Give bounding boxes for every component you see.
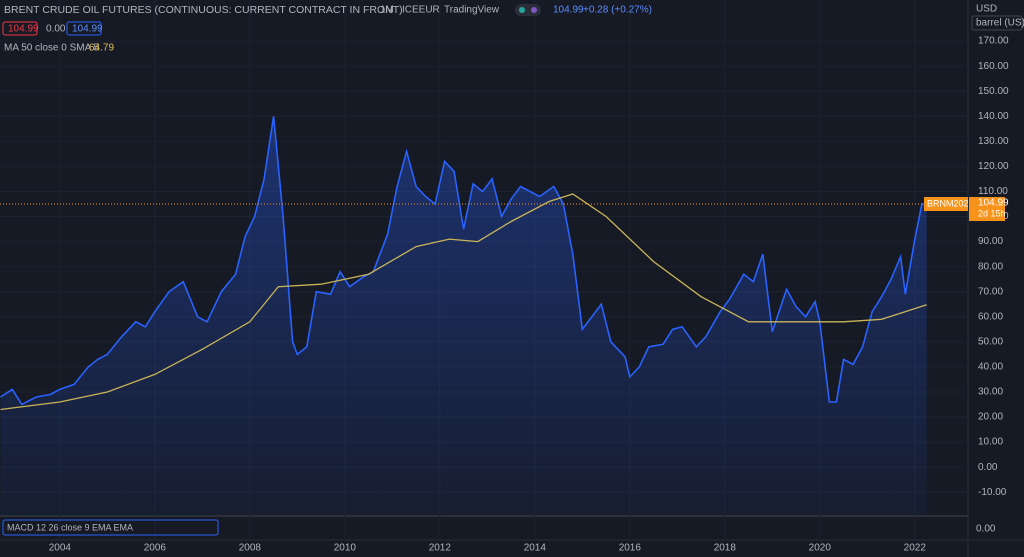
y-tick-label: 60.00 bbox=[978, 311, 1003, 322]
macd-axis-label: 0.00 bbox=[976, 524, 996, 535]
badge bbox=[66, 21, 102, 36]
y-tick-label: 0.00 bbox=[978, 462, 998, 473]
y-tick-label: 90.00 bbox=[978, 236, 1003, 247]
x-tick-label: 2020 bbox=[809, 543, 832, 554]
y-tick-label: 50.00 bbox=[978, 336, 1003, 347]
y-tick-label: 70.00 bbox=[978, 286, 1003, 297]
x-tick-label: 2012 bbox=[429, 543, 452, 554]
countdown: 2d 15h bbox=[978, 208, 1006, 218]
status-dot bbox=[531, 7, 537, 13]
y-tick-label: 20.00 bbox=[978, 412, 1003, 423]
x-tick-label: 2018 bbox=[714, 543, 737, 554]
y-tick-label: 10.00 bbox=[978, 437, 1003, 448]
y-tick-label: 130.00 bbox=[978, 136, 1009, 147]
badge bbox=[2, 21, 38, 36]
badge-text: 0.00 bbox=[46, 24, 66, 35]
y-tick-label: 150.00 bbox=[978, 86, 1009, 97]
y-tick-label: 40.00 bbox=[978, 362, 1003, 373]
header-price: 104.99 bbox=[553, 5, 584, 16]
status-pill[interactable] bbox=[515, 4, 541, 16]
y-tick-label: 170.00 bbox=[978, 36, 1009, 47]
y-tick-label: 80.00 bbox=[978, 261, 1003, 272]
unit-select[interactable] bbox=[971, 15, 1023, 31]
unit: barrel (US) bbox=[976, 18, 1024, 29]
contract-label: BRNM2022 bbox=[927, 198, 974, 208]
price-tag bbox=[924, 197, 968, 212]
x-tick-label: 2006 bbox=[144, 543, 167, 554]
price-tag bbox=[969, 197, 1005, 222]
currency: USD bbox=[976, 4, 997, 15]
x-tick-label: 2010 bbox=[334, 543, 357, 554]
x-tick-label: 2014 bbox=[524, 543, 547, 554]
indicator-value: 64.79 bbox=[89, 43, 114, 54]
x-tick-label: 2022 bbox=[904, 543, 927, 554]
y-tick-label: 120.00 bbox=[978, 161, 1009, 172]
line bbox=[0, 116, 927, 406]
exchange: ICEEUR bbox=[402, 5, 440, 16]
title: BRENT CRUDE OIL FUTURES (CONTINUOUS: CUR… bbox=[4, 4, 403, 16]
price-label: 104.99 bbox=[978, 198, 1009, 209]
y-tick-label: -10.00 bbox=[978, 487, 1007, 498]
y-tick-label: 110.00 bbox=[978, 186, 1008, 197]
interval: 1M bbox=[380, 5, 394, 16]
x-tick-label: 2016 bbox=[619, 543, 642, 554]
y-tick-label: 30.00 bbox=[978, 387, 1003, 398]
macd-label: MACD 12 26 close 9 EMA EMA bbox=[7, 522, 133, 532]
source: TradingView bbox=[444, 5, 500, 16]
y-tick-label: 160.00 bbox=[978, 61, 1009, 72]
y-tick-label: 140.00 bbox=[978, 111, 1009, 122]
x-tick-label: 2004 bbox=[49, 543, 72, 554]
badge-text: 104.99 bbox=[72, 24, 103, 35]
status-dot bbox=[519, 7, 525, 13]
indicator-label: MA 50 close 0 SMA 5 bbox=[4, 43, 99, 54]
badge-text: 104.99 bbox=[8, 24, 39, 35]
macd-legend[interactable] bbox=[2, 519, 219, 536]
area bbox=[0, 116, 927, 516]
line bbox=[0, 193, 927, 411]
header-change: +0.28 (+0.27%) bbox=[583, 5, 652, 16]
x-tick-label: 2008 bbox=[239, 543, 262, 554]
